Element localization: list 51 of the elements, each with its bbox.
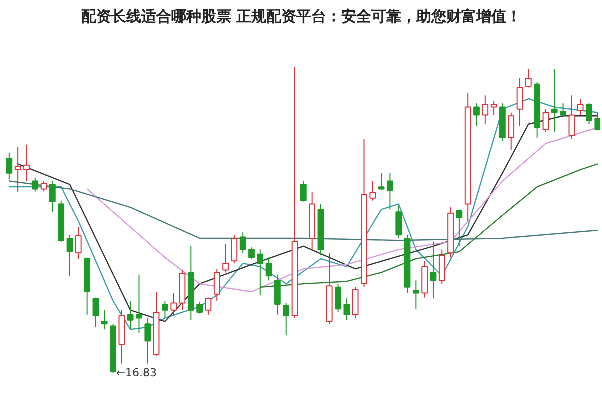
candlestick [144,318,152,364]
candlestick [231,234,238,264]
candlestick [335,284,342,313]
candlestick [266,257,272,282]
candlestick [162,300,168,319]
candlestick [24,144,30,182]
candlestick [370,180,376,202]
candlestick [516,78,524,128]
candlestick [14,146,22,194]
candlestick [456,209,463,247]
candlestick [50,180,56,213]
candlestick [257,249,264,296]
candlestick [378,172,385,191]
candlestick [542,108,550,133]
candlestick [75,226,82,260]
candlestick [560,103,566,117]
candlestick [222,243,229,274]
candlestick [344,298,350,321]
annotation: ←16.83 [116,366,157,380]
candlestick [274,274,281,316]
candlestick [205,297,212,316]
candlestick [196,302,203,314]
candlestick [214,268,220,302]
candlestick [586,103,592,125]
candlestick [568,95,576,140]
candlestick [508,112,515,151]
candlestick [396,206,402,239]
candlestick [92,297,100,328]
candlestick [127,300,134,330]
candlestick [577,98,584,116]
chart-title: 配资长线适合哪种股票 正规配资平台：安全可靠，助您财富增值！ [81,8,522,26]
candlestick [490,100,498,116]
candlestick [430,241,437,300]
candlestick [32,177,39,192]
candlestick [594,112,600,130]
candlestick [240,232,246,254]
candlestick [136,274,142,334]
candlestick [66,234,74,277]
candlestick [101,310,108,330]
candlestick [40,180,48,192]
candlestick [387,172,394,210]
candlestick [170,292,178,316]
candlestick [412,280,420,310]
candlestick [482,95,489,125]
candlestick [283,302,290,336]
candlestick [300,180,307,202]
candlestick [525,68,532,88]
candlestick [474,103,480,128]
candlestick [551,68,558,133]
candlestick [248,247,255,260]
candlestick [6,152,13,180]
